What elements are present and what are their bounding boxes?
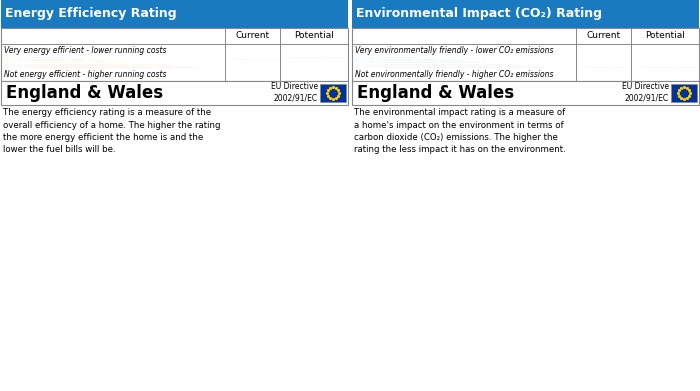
Text: C: C xyxy=(457,54,467,68)
Text: D: D xyxy=(478,56,489,70)
Text: D: D xyxy=(127,56,139,70)
Text: A: A xyxy=(413,51,424,65)
Text: Not environmentally friendly - higher CO₂ emissions: Not environmentally friendly - higher CO… xyxy=(355,70,554,79)
Text: The energy efficiency rating is a measure of the
overall efficiency of a home. T: The energy efficiency rating is a measur… xyxy=(3,108,220,154)
Text: The environmental impact rating is a measure of
a home's impact on the environme: The environmental impact rating is a mea… xyxy=(354,108,566,154)
Text: B: B xyxy=(435,52,446,66)
Text: Current: Current xyxy=(587,32,621,41)
Text: (21-38): (21-38) xyxy=(358,63,384,69)
Text: (69-80): (69-80) xyxy=(7,58,33,64)
Bar xyxy=(352,28,699,81)
Bar xyxy=(1,28,348,81)
Text: 1: 1 xyxy=(606,61,615,74)
Text: B: B xyxy=(84,52,95,66)
Text: England & Wales: England & Wales xyxy=(6,84,163,102)
Text: Very energy efficient - lower running costs: Very energy efficient - lower running co… xyxy=(4,46,167,55)
Text: C: C xyxy=(106,54,116,68)
Text: Environmental Impact (CO₂) Rating: Environmental Impact (CO₂) Rating xyxy=(356,7,602,20)
Text: Potential: Potential xyxy=(294,32,334,41)
Text: 83: 83 xyxy=(251,53,268,66)
Bar xyxy=(320,84,346,102)
Text: Not energy efficient - higher running costs: Not energy efficient - higher running co… xyxy=(4,70,167,79)
Bar xyxy=(1,0,348,28)
Text: (92-100): (92-100) xyxy=(358,54,388,61)
Text: EU Directive
2002/91/EC: EU Directive 2002/91/EC xyxy=(622,82,669,102)
Text: A: A xyxy=(62,51,73,65)
Bar xyxy=(671,84,697,102)
Text: (92-100): (92-100) xyxy=(7,54,37,61)
Bar xyxy=(352,81,699,105)
Text: Very environmentally friendly - lower CO₂ emissions: Very environmentally friendly - lower CO… xyxy=(355,46,554,55)
Text: Energy Efficiency Rating: Energy Efficiency Rating xyxy=(5,7,176,20)
Text: (1-20): (1-20) xyxy=(7,64,29,70)
Text: F: F xyxy=(172,59,181,73)
Text: Current: Current xyxy=(235,32,270,41)
Text: G: G xyxy=(543,60,554,74)
Text: F: F xyxy=(522,59,532,73)
Bar xyxy=(1,81,348,105)
Text: E: E xyxy=(500,57,510,71)
Text: (81-91): (81-91) xyxy=(358,56,384,63)
Text: G: G xyxy=(192,60,204,74)
Text: (69-80): (69-80) xyxy=(358,58,384,64)
Text: (39-54): (39-54) xyxy=(7,61,33,67)
Text: Potential: Potential xyxy=(645,32,685,41)
Text: England & Wales: England & Wales xyxy=(357,84,514,102)
Text: (21-38): (21-38) xyxy=(7,63,33,69)
Text: 92: 92 xyxy=(314,51,331,64)
Text: (55-68): (55-68) xyxy=(7,59,33,66)
Text: (39-54): (39-54) xyxy=(358,61,384,67)
Text: 1: 1 xyxy=(669,61,678,74)
Text: (1-20): (1-20) xyxy=(358,64,379,70)
Text: E: E xyxy=(150,57,159,71)
Text: (81-91): (81-91) xyxy=(7,56,33,63)
Bar xyxy=(352,0,699,28)
Text: (55-68): (55-68) xyxy=(358,59,384,66)
Text: EU Directive
2002/91/EC: EU Directive 2002/91/EC xyxy=(271,82,318,102)
